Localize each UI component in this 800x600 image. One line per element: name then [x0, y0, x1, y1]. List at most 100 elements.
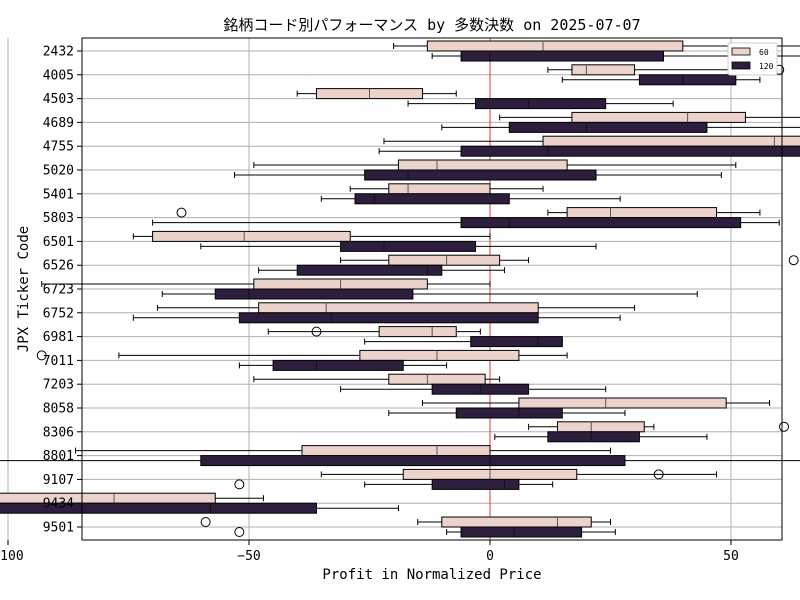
box-iqr	[397, 159, 568, 171]
box-5401-120	[320, 193, 621, 205]
box-7011-120	[238, 359, 448, 371]
y-tick-label: 5803	[43, 211, 74, 226]
outlier-point	[653, 469, 664, 480]
box-iqr	[475, 98, 607, 110]
box-iqr	[455, 407, 563, 419]
box-4503-120	[407, 98, 674, 110]
y-tick-label: 7011	[43, 354, 74, 369]
box-iqr	[388, 183, 491, 195]
box-4503-60	[296, 88, 457, 100]
box-iqr	[0, 502, 317, 514]
box-iqr	[460, 145, 800, 157]
box-iqr	[388, 254, 501, 266]
box-iqr	[214, 288, 414, 300]
box-4755-120	[378, 145, 800, 157]
legend-swatch-60	[731, 47, 751, 56]
box-iqr	[460, 50, 665, 62]
box-4005-120	[561, 74, 761, 86]
box-iqr	[152, 230, 351, 242]
box-iqr	[460, 217, 742, 229]
box-7203-120	[340, 383, 607, 395]
outlier-point	[311, 326, 322, 337]
box-6752-60	[156, 302, 636, 314]
box-iqr	[272, 359, 404, 371]
box-6501-60	[132, 230, 491, 242]
y-tick-label: 8058	[43, 402, 74, 417]
legend-label-120: 120	[759, 62, 774, 71]
y-tick-label: 5020	[43, 164, 74, 179]
outlier-point	[200, 517, 211, 527]
y-tick-label: 9107	[43, 473, 74, 488]
outlier-point	[779, 421, 790, 432]
outlier-point	[176, 207, 187, 218]
y-tick-label: 5401	[43, 187, 74, 202]
box-iqr	[359, 349, 520, 361]
box-9107-120	[234, 478, 554, 490]
box-iqr	[426, 40, 684, 52]
outlier-point	[36, 350, 47, 361]
y-tick-label: 6501	[43, 235, 74, 250]
box-8058-120	[388, 407, 626, 419]
box-iqr	[431, 478, 520, 490]
y-tick-label: 9501	[43, 521, 74, 536]
box-iqr	[354, 193, 510, 205]
box-iqr	[441, 516, 592, 528]
box-iqr	[470, 336, 563, 348]
y-axis-label: JPX Ticker Code	[16, 226, 32, 352]
box-iqr	[301, 445, 491, 457]
box-iqr	[566, 207, 718, 219]
box-iqr	[518, 397, 727, 409]
box-8306-120	[494, 431, 708, 443]
y-tick-label: 4689	[43, 116, 74, 131]
chart-title: 銘柄コード別パフォーマンス by 多数決数 on 2025-07-07	[223, 16, 640, 34]
box-iqr	[238, 312, 539, 324]
x-axis-label: Profit in Normalized Price	[322, 567, 541, 583]
outlier-point	[234, 479, 245, 490]
y-tick-label: 2432	[43, 45, 74, 60]
x-tick-label: −100	[0, 549, 24, 564]
y-tick-label: 7203	[43, 378, 74, 393]
y-tick-label: 6981	[43, 330, 74, 345]
box-iqr	[547, 431, 640, 443]
box-iqr	[508, 121, 708, 133]
box-iqr	[340, 240, 477, 252]
boxes	[0, 40, 800, 538]
box-5803-120	[152, 217, 780, 229]
y-tick-label: 6526	[43, 259, 74, 274]
box-iqr	[0, 492, 216, 504]
box-9501-120	[234, 526, 616, 538]
x-ticks: −150−100−50050100	[0, 540, 739, 564]
box-iqr	[460, 526, 583, 538]
y-tick-label: 6752	[43, 306, 74, 321]
x-tick-label: 50	[723, 549, 739, 564]
box-iqr	[378, 326, 457, 338]
box-8801-60	[74, 445, 611, 457]
y-tick-label: 4503	[43, 92, 74, 107]
box-4689-120	[441, 121, 800, 133]
box-6981-60	[267, 326, 481, 338]
box-6526-60	[340, 254, 799, 266]
box-6981-120	[364, 336, 563, 348]
y-tick-label: 4005	[43, 68, 74, 83]
box-6723-120	[161, 288, 698, 300]
box-5020-120	[234, 169, 722, 181]
box-iqr	[258, 302, 539, 314]
outlier-point	[234, 527, 245, 537]
box-iqr	[364, 169, 597, 181]
box-iqr	[542, 135, 800, 147]
legend: 60 120	[727, 42, 778, 76]
box-8058-60	[422, 397, 771, 409]
box-8801-120	[0, 455, 800, 467]
box-iqr	[296, 264, 443, 276]
box-iqr	[571, 111, 746, 123]
legend-label-60: 60	[759, 48, 769, 57]
y-tick-label: 4755	[43, 140, 74, 155]
box-iqr	[571, 64, 636, 76]
box-7011-60	[36, 349, 568, 361]
box-iqr	[638, 74, 737, 86]
box-iqr	[200, 455, 626, 467]
y-tick-label: 9434	[43, 497, 74, 512]
y-ticks: 2432 4005 4503 4689 4755 5020 5401 5803 6501 6526…	[43, 45, 82, 536]
x-tick-label: 0	[486, 549, 494, 564]
